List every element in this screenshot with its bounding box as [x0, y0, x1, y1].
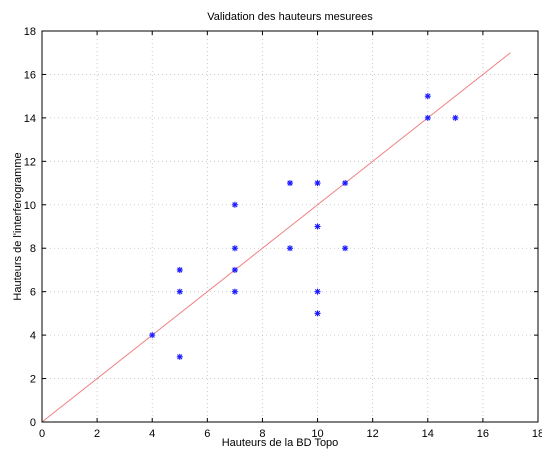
data-point — [231, 288, 238, 295]
data-point-stroke — [232, 245, 238, 251]
x-ticks-layer: 0 2 4 6 8 10 12 14 16 18 — [39, 31, 542, 440]
x-tick-label: 4 — [149, 428, 155, 440]
data-point — [176, 266, 183, 273]
data-point — [176, 353, 183, 360]
x-tick-label: 8 — [259, 428, 265, 440]
data-point — [287, 245, 293, 252]
data-point-stroke — [149, 332, 155, 338]
data-point-stroke — [342, 180, 348, 186]
plot-frame — [41, 30, 539, 423]
points-layer — [149, 93, 459, 360]
data-point — [314, 223, 321, 230]
data-point — [287, 180, 293, 187]
x-axis-label: Hauteurs de la BD Topo — [222, 437, 339, 449]
data-point — [231, 201, 238, 208]
data-point-stroke — [232, 267, 238, 273]
data-point — [452, 114, 459, 121]
y-tick-label: 10 — [24, 200, 36, 212]
y-tick-label: 18 — [24, 26, 36, 38]
y-axis-label: Hauteurs de l'interferogramme — [12, 152, 24, 300]
x-tick-label: 10 — [311, 428, 323, 440]
data-point — [314, 310, 321, 317]
y-tick-label: 14 — [24, 113, 36, 125]
data-point-stroke — [425, 115, 431, 121]
x-tick-label: 12 — [367, 428, 379, 440]
data-point-stroke — [342, 245, 348, 251]
data-point-stroke — [314, 310, 321, 317]
y-ticks-layer: 0 2 4 6 8 10 12 14 16 18 — [24, 26, 538, 429]
x-tick-label: 0 — [39, 428, 45, 440]
data-point — [176, 288, 183, 295]
data-point — [231, 245, 238, 252]
data-point-stroke — [287, 245, 293, 251]
data-point-stroke — [177, 267, 183, 273]
data-point-stroke — [314, 180, 321, 186]
chart-title: Validation des hauteurs mesurees — [207, 11, 373, 23]
x-tick-label: 18 — [532, 428, 542, 440]
data-point — [314, 180, 321, 187]
reference-line-layer — [41, 52, 511, 423]
data-point-stroke — [287, 180, 293, 186]
x-tick-label: 6 — [204, 428, 210, 440]
y-tick-label: 2 — [30, 374, 36, 386]
y-tick-label: 0 — [30, 417, 36, 429]
reference-line — [41, 52, 511, 423]
data-point-stroke — [425, 93, 431, 99]
data-point — [342, 245, 349, 252]
data-point-stroke — [177, 289, 183, 295]
y-tick-label: 16 — [24, 69, 36, 81]
data-point — [314, 288, 321, 295]
data-point-stroke — [452, 115, 458, 121]
y-tick-label: 6 — [30, 287, 36, 299]
y-tick-label: 12 — [24, 156, 36, 168]
x-tick-label: 14 — [422, 428, 434, 440]
data-point-stroke — [177, 354, 183, 360]
data-point — [424, 93, 431, 100]
data-point-stroke — [232, 202, 238, 208]
data-point — [149, 332, 156, 339]
data-point — [342, 180, 349, 187]
y-tick-label: 4 — [30, 330, 36, 342]
x-tick-label: 16 — [477, 428, 489, 440]
data-point-stroke — [314, 289, 321, 295]
x-tick-label: 2 — [94, 428, 100, 440]
y-tick-label: 8 — [30, 243, 36, 255]
data-point-stroke — [232, 289, 238, 295]
data-point — [231, 266, 238, 273]
data-point — [424, 114, 431, 121]
data-point-stroke — [314, 223, 321, 230]
